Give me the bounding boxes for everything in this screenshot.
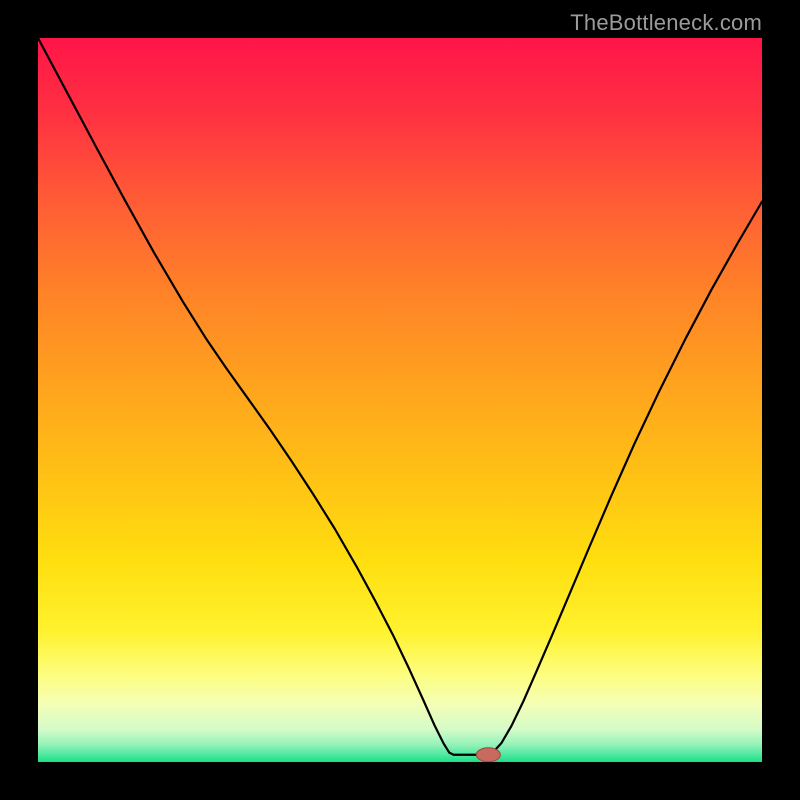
bottleneck-curve — [38, 38, 762, 755]
optimal-marker — [476, 748, 500, 762]
bottleneck-chart — [38, 38, 762, 762]
watermark-text: TheBottleneck.com — [570, 10, 762, 36]
curve-layer — [38, 38, 762, 762]
